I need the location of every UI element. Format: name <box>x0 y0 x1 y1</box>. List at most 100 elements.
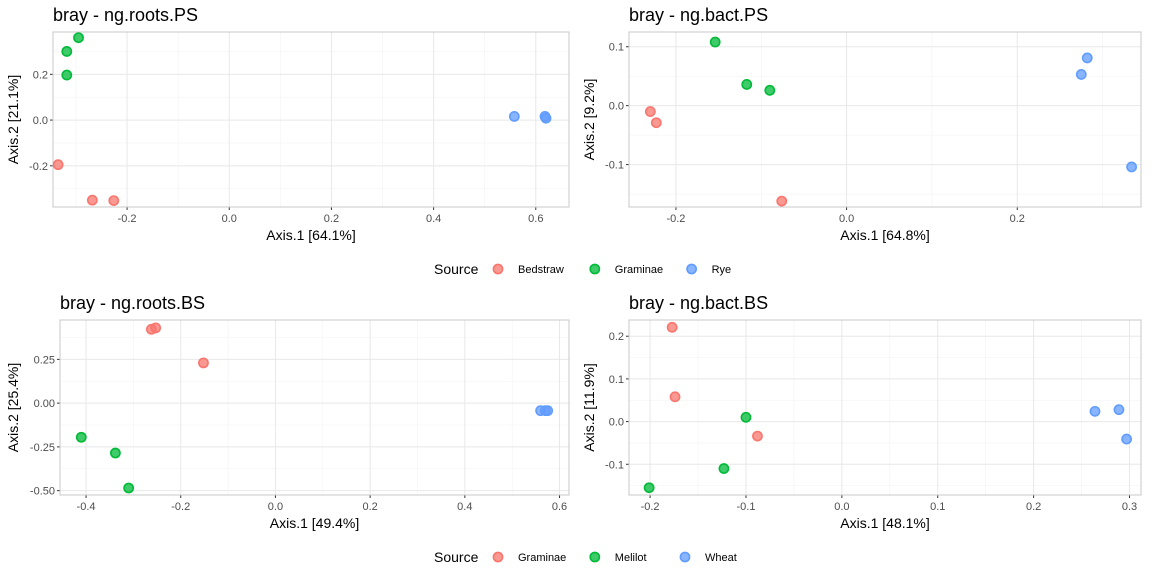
point-rye <box>1081 52 1093 64</box>
y-tick-label: -0.1 <box>605 459 624 471</box>
point-melilot <box>123 482 135 494</box>
y-axis-label: Axis.2 [11.9%] <box>581 363 597 451</box>
x-tick-label: 0.4 <box>426 213 441 225</box>
point-graminae <box>198 357 209 369</box>
point-bedstraw <box>86 194 98 206</box>
chart-panel-3: -0.4 -0.2 0.0 0.2 0.4 0.6 -0.50 -0.25 0.00 0.25 br… <box>5 293 570 531</box>
legend-label-wheat: Wheat <box>705 552 737 564</box>
x-tick-label: -0.2 <box>118 213 137 225</box>
point-graminae <box>764 84 776 96</box>
x-tick-label: -0.2 <box>666 213 685 225</box>
panel-border <box>628 319 1142 496</box>
point-bedstraw <box>52 159 64 171</box>
x-tick-label: -0.2 <box>171 501 190 513</box>
point-graminae <box>61 46 73 57</box>
point-melilot <box>643 482 655 494</box>
x-axis-label: Axis.1 [64.8%] <box>840 227 930 243</box>
legend-key-graminae <box>492 551 504 563</box>
legend-key-wheat <box>679 551 691 563</box>
point-melilot <box>718 463 730 474</box>
panel-background <box>629 320 1141 495</box>
x-tick-label: 0.0 <box>268 501 283 513</box>
x-tick-label: -0.4 <box>77 501 96 513</box>
y-tick-label: 0.00 <box>34 398 55 410</box>
panel-background <box>53 32 569 207</box>
panel-border <box>52 31 570 208</box>
y-tick-label: -0.25 <box>30 442 55 454</box>
point-bedstraw <box>108 195 120 206</box>
x-tick-label: 0.0 <box>834 501 849 513</box>
point-rye <box>1075 69 1087 80</box>
point-graminae <box>666 321 678 333</box>
x-tick-label: 0.6 <box>528 213 543 225</box>
chart-panel-2: -0.2 0.0 0.2 -0.1 0.0 0.1 bray - ng.bact.PS Axi… <box>581 5 1142 243</box>
chart-title: bray - ng.roots.BS <box>60 293 205 313</box>
point-graminae <box>741 79 753 90</box>
y-tick-label: 0.2 <box>33 69 48 81</box>
legend-label-graminae: Graminae <box>615 264 663 276</box>
y-axis-label: Axis.2 [25.4%] <box>5 363 21 453</box>
point-wheat <box>542 405 554 417</box>
x-tick-label: 0.2 <box>362 501 377 513</box>
point-graminae <box>61 69 73 81</box>
legend-title: Source <box>434 549 479 565</box>
point-melilot <box>109 447 121 459</box>
panel-background <box>629 32 1141 207</box>
x-tick-label: -0.2 <box>641 501 660 513</box>
point-bedstraw <box>650 117 662 129</box>
panel-border <box>59 319 570 496</box>
point-wheat <box>1121 433 1133 445</box>
y-tick-label: 0.2 <box>609 331 624 343</box>
x-tick-label: 0.2 <box>324 213 339 225</box>
x-tick-label: 0.2 <box>1026 501 1041 513</box>
legend-label-melilot: Melilot <box>615 552 647 564</box>
legend-label-rye: Rye <box>712 264 732 276</box>
y-tick-label: 0.0 <box>609 101 624 113</box>
y-tick-label: -0.1 <box>605 160 624 172</box>
legend-label-graminae: Graminae <box>518 552 566 564</box>
point-graminae <box>752 430 763 442</box>
chart-title: bray - ng.bact.BS <box>629 293 768 313</box>
legend-key-melilot <box>589 551 601 563</box>
legend-title: Source <box>434 261 479 277</box>
chart-title: bray - ng.roots.PS <box>53 5 198 25</box>
point-graminae <box>709 36 721 48</box>
point-melilot <box>740 411 752 423</box>
x-tick-label: 0.0 <box>839 213 854 225</box>
y-tick-label: 0.0 <box>609 417 624 429</box>
x-tick-label: 0.3 <box>1122 501 1137 513</box>
legend-1: Source Bedstraw Graminae Rye <box>434 261 731 277</box>
legend-key-rye <box>686 263 697 275</box>
chart-title: bray - ng.bact.PS <box>629 5 768 25</box>
legend-key-bedstraw <box>492 263 504 275</box>
y-tick-label: 0.1 <box>609 42 624 54</box>
x-tick-label: 0.2 <box>1010 213 1025 225</box>
y-tick-label: 0.1 <box>609 374 624 386</box>
y-axis-label: Axis.2 [21.1%] <box>5 75 21 165</box>
panel-border <box>628 31 1142 208</box>
point-bedstraw <box>644 106 656 117</box>
legend-2: Source Graminae Melilot Wheat <box>434 549 737 565</box>
x-axis-label: Axis.1 [49.4%] <box>270 515 360 531</box>
point-graminae <box>73 32 84 44</box>
y-axis-label: Axis.2 [9.2%] <box>581 79 597 161</box>
point-wheat <box>1113 404 1125 416</box>
x-tick-label: 0.4 <box>457 501 472 513</box>
y-tick-label: -0.2 <box>29 161 48 173</box>
x-axis-label: Axis.1 [64.1%] <box>266 227 356 243</box>
point-rye <box>540 112 552 124</box>
point-rye <box>1126 161 1138 173</box>
chart-panel-4: -0.2 -0.1 0.0 0.1 0.2 0.3 -0.1 0.0 0.1 0.2 bray - … <box>581 293 1142 531</box>
y-tick-label: 0.0 <box>33 115 48 127</box>
x-tick-label: 0.6 <box>552 501 567 513</box>
legend-label-bedstraw: Bedstraw <box>518 264 564 276</box>
point-rye <box>508 111 520 122</box>
point-wheat <box>1089 405 1101 417</box>
point-melilot <box>75 431 87 443</box>
legend-key-graminae <box>589 263 601 275</box>
chart-panel-1: -0.2 0.0 0.2 0.4 0.6 -0.2 0.0 0.2 bray - ng.root… <box>5 5 570 243</box>
panel-background <box>60 320 569 495</box>
x-tick-label: 0.0 <box>222 213 237 225</box>
point-graminae <box>669 391 681 403</box>
